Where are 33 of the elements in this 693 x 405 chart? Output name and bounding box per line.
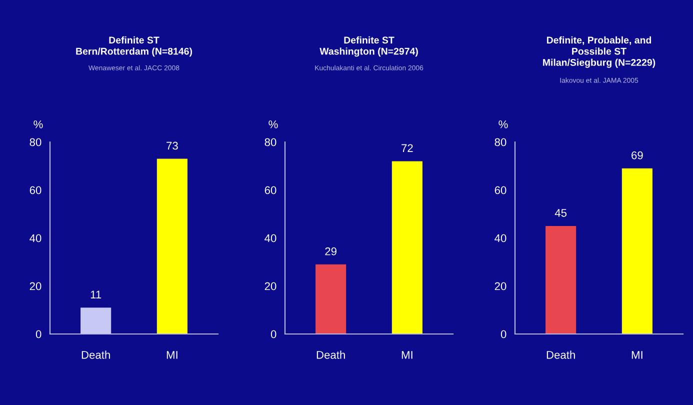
- y-tick-label: 0: [500, 330, 506, 338]
- data-label: 69: [632, 151, 643, 160]
- y-axis-title: %: [34, 120, 43, 128]
- x-tick-label: Death: [546, 350, 575, 359]
- x-tick-label: MI: [166, 351, 178, 359]
- y-tick-label: 80: [264, 138, 276, 146]
- y-axis-title: %: [268, 120, 278, 128]
- chart-title: Definite ST Bern/Rotterdam (N=8146): [76, 36, 192, 57]
- chart-title: Definite, Probable, and Possible ST Milan/Siegburg (N=2229): [543, 36, 656, 68]
- x-tick-label: MI: [402, 351, 412, 359]
- y-tick-label: 60: [30, 186, 42, 194]
- x-tick-label: Death: [316, 350, 345, 359]
- y-tick-label: 60: [264, 186, 276, 194]
- data-label: 29: [325, 247, 336, 256]
- y-tick-label: 40: [30, 234, 42, 242]
- y-tick-label: 60: [494, 186, 506, 194]
- y-tick-label: 20: [494, 282, 506, 290]
- x-tick-label: MI: [632, 351, 642, 359]
- y-tick-label: 0: [270, 330, 276, 338]
- y-tick-label: 0: [36, 330, 42, 338]
- data-label: 45: [554, 209, 567, 217]
- y-tick-label: 40: [264, 234, 276, 242]
- x-tick-label: Death: [82, 350, 110, 359]
- y-tick-label: 20: [30, 282, 42, 290]
- y-tick-label: 80: [30, 138, 42, 146]
- y-tick-label: 20: [264, 282, 276, 290]
- data-label: 73: [166, 142, 178, 150]
- y-tick-label: 40: [494, 234, 506, 242]
- chart-title: Definite ST Washington (N=2974): [320, 36, 418, 57]
- y-axis-title: %: [498, 120, 508, 128]
- y-tick-label: 80: [494, 138, 506, 146]
- data-label: 72: [402, 144, 413, 152]
- data-label: 11: [90, 290, 102, 298]
